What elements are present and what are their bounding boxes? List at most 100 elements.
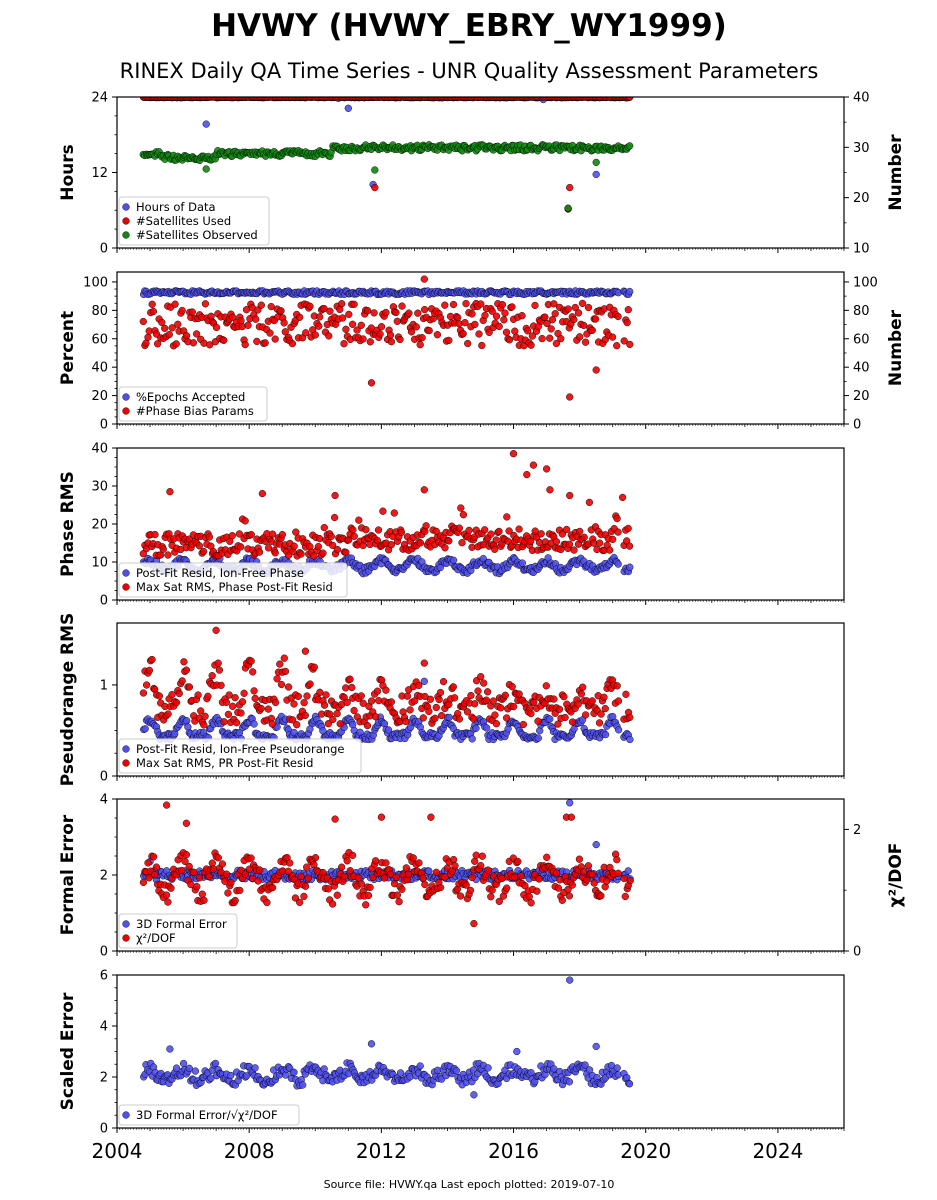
legend: Post-Fit Resid, Ion-Free PseudorangeMax … — [118, 738, 362, 774]
data-point — [333, 709, 341, 718]
data-point — [329, 715, 337, 724]
data-point — [436, 883, 445, 892]
data-point — [478, 852, 486, 860]
data-point — [200, 721, 208, 729]
data-point — [370, 309, 378, 317]
data-point — [484, 866, 492, 874]
data-point — [271, 335, 279, 343]
data-point — [168, 324, 176, 332]
data-point — [567, 813, 576, 821]
data-point — [581, 711, 590, 719]
ytick-label: 60 — [91, 332, 108, 347]
data-point — [302, 329, 310, 337]
data-point — [419, 714, 427, 722]
data-point — [250, 687, 258, 695]
data-point — [415, 681, 423, 690]
data-point — [552, 869, 561, 877]
ytick-right-label: 2 — [853, 823, 861, 838]
ytick-label: 20 — [91, 389, 108, 404]
data-point — [353, 326, 361, 334]
data-point — [449, 556, 458, 564]
data-point — [622, 690, 630, 698]
data-point — [529, 461, 538, 469]
data-point — [290, 700, 298, 708]
data-point — [162, 891, 171, 899]
data-point — [340, 340, 348, 348]
legend-label: Hours of Data — [136, 200, 216, 214]
data-point — [495, 527, 503, 536]
data-point — [584, 862, 593, 870]
data-point — [552, 538, 561, 546]
data-point — [171, 300, 179, 308]
data-point — [579, 683, 587, 691]
data-point — [273, 675, 281, 683]
data-point — [566, 491, 574, 500]
data-point — [437, 711, 446, 720]
data-point — [492, 536, 500, 544]
data-point — [195, 874, 204, 882]
data-point — [284, 867, 293, 875]
data-point — [533, 887, 541, 895]
data-point — [402, 864, 410, 872]
data-point — [387, 698, 396, 706]
data-point — [214, 659, 222, 667]
data-point — [296, 898, 304, 907]
data-point — [359, 335, 367, 343]
ylabel-left: Percent — [58, 311, 78, 385]
data-point — [468, 735, 476, 743]
data-point — [446, 312, 455, 321]
data-point — [161, 324, 169, 333]
data-point — [482, 696, 491, 704]
data-point — [387, 541, 396, 549]
data-point — [257, 704, 265, 713]
data-point — [377, 813, 386, 821]
data-point — [333, 545, 342, 554]
data-point — [425, 867, 433, 875]
data-point — [620, 337, 628, 345]
data-point — [403, 692, 412, 700]
data-point — [371, 857, 380, 865]
ytick-label: 0 — [100, 242, 108, 257]
data-point — [202, 165, 210, 173]
ytick-label: 2 — [100, 869, 108, 884]
data-point — [350, 300, 358, 308]
data-point — [542, 682, 550, 690]
data-point — [449, 855, 458, 864]
data-point — [568, 718, 577, 726]
data-point — [280, 654, 288, 662]
data-point — [172, 698, 181, 707]
data-point — [158, 318, 166, 327]
legend-label: Max Sat RMS, Phase Post-Fit Resid — [136, 580, 333, 594]
data-point — [215, 666, 224, 674]
data-point — [412, 323, 420, 331]
data-point — [568, 881, 576, 889]
data-point — [250, 720, 258, 728]
data-point — [517, 872, 525, 880]
data-point — [346, 675, 354, 683]
data-point — [379, 507, 387, 515]
data-point — [306, 302, 314, 310]
data-point — [288, 339, 297, 348]
data-point — [247, 854, 255, 862]
data-point — [357, 692, 365, 700]
data-point — [550, 695, 558, 703]
data-point — [182, 332, 191, 340]
data-point — [505, 527, 513, 535]
data-point — [208, 859, 216, 867]
data-point — [363, 721, 372, 730]
data-point — [625, 542, 634, 550]
data-point — [552, 339, 561, 348]
ytick-label: 20 — [91, 518, 108, 533]
data-point — [324, 720, 333, 728]
data-point — [613, 682, 621, 690]
data-point — [231, 896, 239, 905]
data-point — [407, 328, 416, 336]
data-point — [487, 893, 495, 901]
data-point — [371, 713, 380, 721]
data-point — [574, 700, 582, 708]
data-point — [206, 341, 214, 349]
data-point — [602, 877, 611, 885]
data-point — [498, 300, 507, 309]
data-point — [624, 306, 632, 314]
